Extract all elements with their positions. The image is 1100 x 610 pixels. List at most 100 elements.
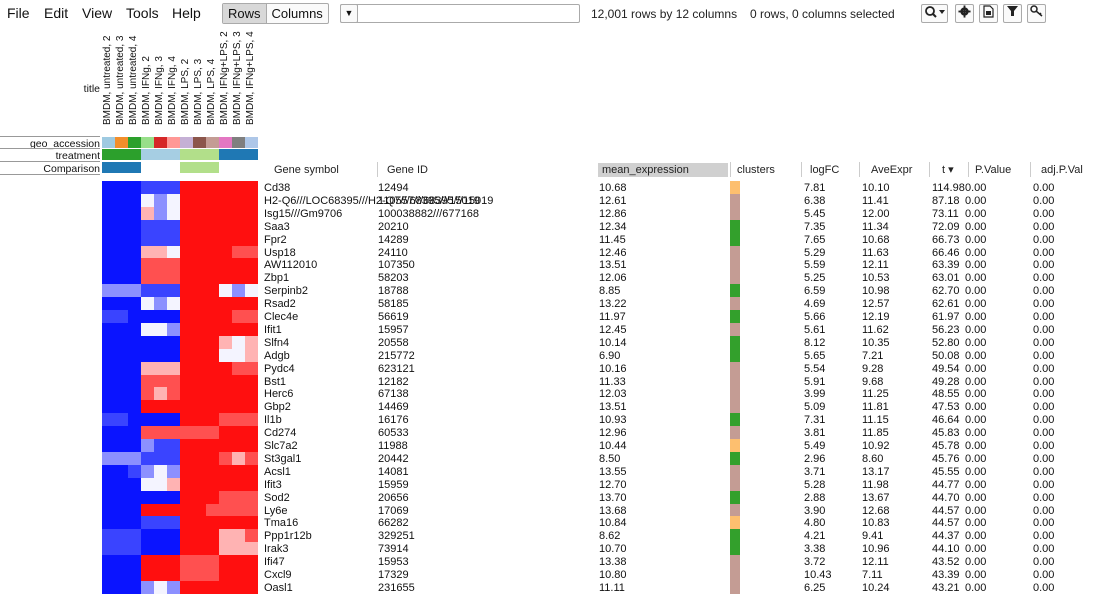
heatmap-cell[interactable]	[245, 426, 258, 440]
heatmap-cell[interactable]	[128, 297, 141, 311]
key-button[interactable]	[1027, 4, 1046, 23]
heatmap-cell[interactable]	[102, 451, 115, 465]
settings-button[interactable]	[955, 4, 974, 23]
heatmap-cell[interactable]	[167, 232, 180, 246]
heatmap-cell[interactable]	[154, 490, 167, 504]
heatmap-cell[interactable]	[128, 361, 141, 375]
heatmap-cell[interactable]	[102, 529, 115, 543]
heatmap-cell[interactable]	[245, 477, 258, 491]
heatmap-cell[interactable]	[167, 516, 180, 530]
heatmap-cell[interactable]	[180, 464, 193, 478]
heatmap-cell[interactable]	[206, 232, 219, 246]
heatmap-cell[interactable]	[180, 271, 193, 285]
heatmap-cell[interactable]	[193, 451, 206, 465]
heatmap-cell[interactable]	[141, 310, 154, 323]
heatmap-cell[interactable]	[102, 361, 115, 375]
heatmap-cell[interactable]	[141, 568, 154, 581]
heatmap-cell[interactable]	[193, 555, 206, 569]
heatmap-cell[interactable]	[219, 516, 232, 530]
heatmap-cell[interactable]	[245, 387, 258, 401]
heatmap-cell[interactable]	[193, 439, 206, 452]
heatmap-cell[interactable]	[154, 477, 167, 491]
heatmap-cell[interactable]	[128, 439, 141, 452]
heatmap-cell[interactable]	[167, 451, 180, 465]
heatmap-cell[interactable]	[154, 555, 167, 569]
heatmap-cell[interactable]	[167, 542, 180, 556]
heatmap-cell[interactable]	[193, 284, 206, 298]
heatmap-cell[interactable]	[232, 464, 245, 478]
heatmap-cell[interactable]	[245, 284, 258, 298]
heatmap-cell[interactable]	[219, 413, 232, 427]
heatmap-cell[interactable]	[180, 219, 193, 233]
heatmap-cell[interactable]	[232, 490, 245, 504]
heatmap-cell[interactable]	[206, 181, 219, 194]
heatmap-cell[interactable]	[154, 193, 167, 207]
heatmap-cell[interactable]	[193, 232, 206, 246]
heatmap-cell[interactable]	[206, 335, 219, 349]
heatmap-cell[interactable]	[206, 542, 219, 556]
heatmap-cell[interactable]	[141, 322, 154, 336]
header-mean-expression[interactable]: mean_expression	[598, 163, 728, 177]
heatmap-cell[interactable]	[141, 206, 154, 220]
heatmap-cell[interactable]	[245, 400, 258, 414]
heatmap-cell[interactable]	[102, 232, 115, 246]
heatmap-cell[interactable]	[167, 322, 180, 336]
heatmap-cell[interactable]	[167, 400, 180, 414]
heatmap-cell[interactable]	[102, 426, 115, 440]
heatmap-cell[interactable]	[167, 348, 180, 362]
header-gene-symbol[interactable]: Gene symbol	[274, 164, 339, 176]
heatmap-cell[interactable]	[154, 439, 167, 452]
heatmap-cell[interactable]	[167, 297, 180, 311]
heatmap-cell[interactable]	[115, 568, 128, 581]
heatmap-cell[interactable]	[193, 529, 206, 543]
heatmap-cell[interactable]	[245, 464, 258, 478]
heatmap-cell[interactable]	[219, 387, 232, 401]
menu-help[interactable]: Help	[172, 5, 201, 21]
heatmap-cell[interactable]	[115, 413, 128, 427]
heatmap-cell[interactable]	[232, 284, 245, 298]
heatmap-cell[interactable]	[167, 387, 180, 401]
heatmap-cell[interactable]	[154, 426, 167, 440]
heatmap-cell[interactable]	[245, 271, 258, 285]
heatmap-cell[interactable]	[167, 529, 180, 543]
heatmap-cell[interactable]	[115, 529, 128, 543]
heatmap-cell[interactable]	[154, 219, 167, 233]
heatmap-cell[interactable]	[219, 439, 232, 452]
heatmap-cell[interactable]	[102, 387, 115, 401]
heatmap-cell[interactable]	[128, 451, 141, 465]
heatmap-cell[interactable]	[141, 400, 154, 414]
heatmap-cell[interactable]	[232, 348, 245, 362]
heatmap-cell[interactable]	[128, 245, 141, 259]
heatmap-cell[interactable]	[245, 439, 258, 452]
heatmap-cell[interactable]	[102, 219, 115, 233]
heatmap-cell[interactable]	[128, 503, 141, 517]
heatmap-cell[interactable]	[102, 555, 115, 569]
heatmap-cell[interactable]	[128, 181, 141, 194]
heatmap-cell[interactable]	[141, 542, 154, 556]
heatmap-cell[interactable]	[206, 322, 219, 336]
heatmap-cell[interactable]	[206, 206, 219, 220]
heatmap-cell[interactable]	[115, 555, 128, 569]
heatmap-cell[interactable]	[180, 503, 193, 517]
heatmap-cell[interactable]	[141, 516, 154, 530]
heatmap-cell[interactable]	[115, 245, 128, 259]
heatmap-cell[interactable]	[102, 335, 115, 349]
heatmap-cell[interactable]	[115, 439, 128, 452]
heatmap-cell[interactable]	[245, 348, 258, 362]
heatmap-cell[interactable]	[115, 258, 128, 272]
heatmap-cell[interactable]	[206, 348, 219, 362]
heatmap-cell[interactable]	[102, 245, 115, 259]
heatmap-cell[interactable]	[141, 439, 154, 452]
heatmap-cell[interactable]	[167, 477, 180, 491]
heatmap-cell[interactable]	[232, 361, 245, 375]
heatmap-cell[interactable]	[167, 258, 180, 272]
heatmap-cell[interactable]	[232, 400, 245, 414]
heatmap-cell[interactable]	[102, 374, 115, 388]
heatmap-cell[interactable]	[180, 361, 193, 375]
heatmap-cell[interactable]	[167, 245, 180, 259]
heatmap-cell[interactable]	[245, 542, 258, 556]
heatmap-cell[interactable]	[154, 451, 167, 465]
heatmap-cell[interactable]	[180, 374, 193, 388]
heatmap-cell[interactable]	[102, 206, 115, 220]
heatmap-cell[interactable]	[141, 413, 154, 427]
